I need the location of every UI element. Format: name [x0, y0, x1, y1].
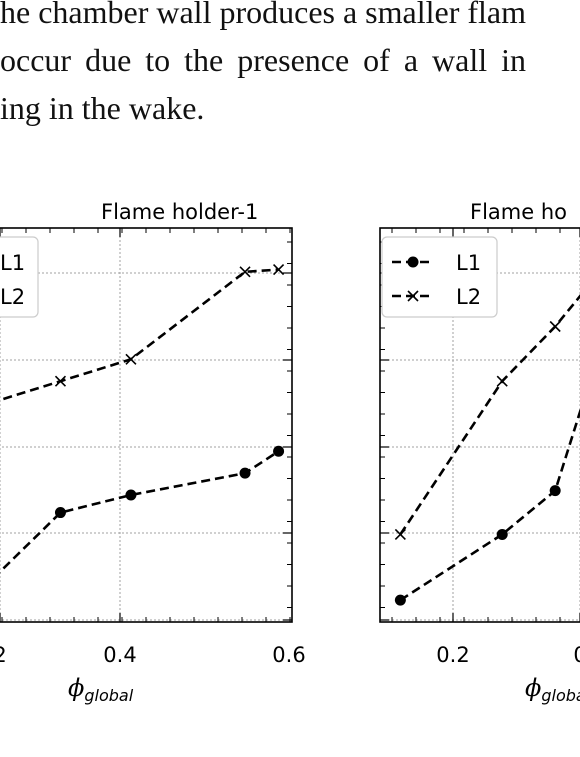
- data-point-l2: [273, 264, 285, 276]
- series-line-l1: [399, 407, 580, 602]
- body-text-line-2: occur due to the presence of a wall in: [0, 42, 527, 78]
- body-text-line-3: ing in the wake.: [0, 90, 205, 126]
- series-line-l2: [0, 268, 279, 402]
- data-point-l1: [125, 489, 137, 501]
- x-tick-label: 0: [573, 643, 580, 667]
- x-tick-label: 2: [0, 643, 7, 667]
- x-tick-label: 0.6: [272, 643, 305, 667]
- data-point-l2: [125, 353, 137, 365]
- legend-label-l1: L1: [456, 251, 481, 275]
- x-tick-label: 0.2: [436, 643, 469, 667]
- x-axis-label: ϕglobal: [68, 674, 134, 705]
- plot-frame: [379, 227, 580, 623]
- data-point-l1: [239, 467, 251, 479]
- legend-label-l1: L1: [0, 251, 25, 275]
- data-point-l2: [496, 375, 508, 387]
- chart-title: Flame ho: [470, 200, 567, 224]
- legend-label-l2: L2: [0, 285, 25, 309]
- x-tick-label: 0.4: [103, 643, 136, 667]
- data-point-l2: [239, 266, 251, 278]
- data-point-l1: [496, 528, 508, 540]
- body-text-line-1: he chamber wall produces a smaller flam: [0, 0, 526, 30]
- plot-frame: [0, 227, 293, 623]
- data-point-l1: [394, 594, 406, 606]
- chart-title: Flame holder-1: [101, 200, 258, 224]
- legend-marker-l2: [407, 290, 419, 302]
- series-line-l1: [0, 450, 280, 574]
- data-point-l1: [549, 485, 561, 497]
- chart-panel-flame-holder-2: 0.20Flame hoϕglobalL1L2: [379, 200, 580, 705]
- data-point-l2: [394, 528, 406, 541]
- data-point-l2: [549, 320, 561, 333]
- data-point-l1: [54, 507, 66, 519]
- x-axis-label: ϕglobal: [525, 674, 580, 705]
- data-point-l1: [273, 445, 285, 457]
- series-line-l2: [399, 294, 580, 536]
- legend-marker-l1: [407, 256, 419, 268]
- legend-box: [0, 236, 39, 318]
- legend-label-l2: L2: [456, 285, 481, 309]
- data-point-l2: [54, 375, 67, 387]
